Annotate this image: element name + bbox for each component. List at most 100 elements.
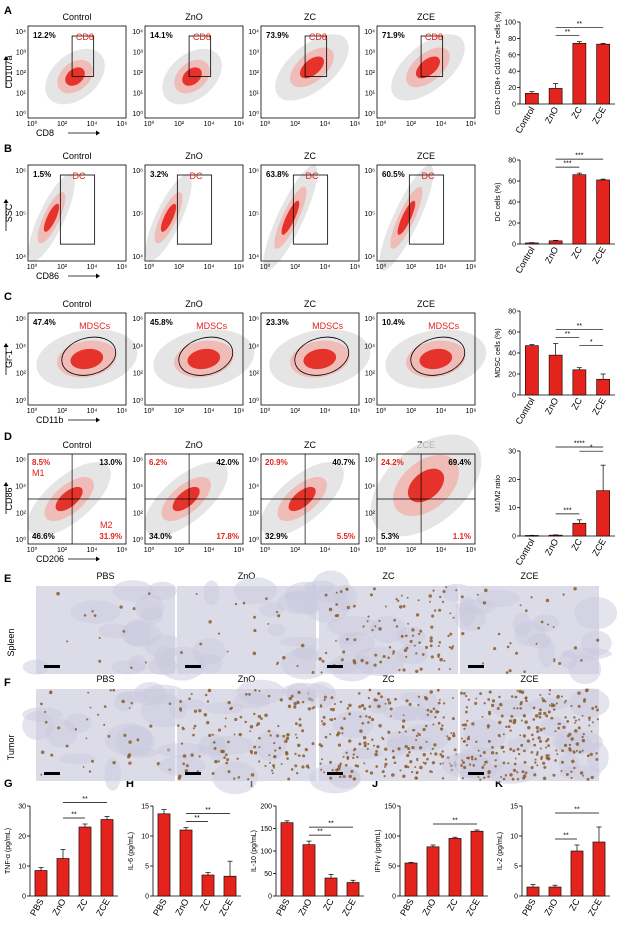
stain-dot	[483, 702, 486, 705]
x-tick-label: 10²	[174, 547, 185, 554]
stain-dot	[554, 730, 557, 733]
y-tick-label: 10⁴	[248, 484, 259, 491]
stain-dot	[180, 651, 183, 654]
stain-dot	[479, 778, 482, 781]
stain-dot	[523, 760, 527, 764]
stain-dot	[354, 764, 358, 767]
stain-dot	[250, 773, 255, 777]
flow-x-axis-label: CD11b	[36, 415, 63, 425]
stain-dot	[516, 778, 520, 781]
stain-dot	[391, 773, 395, 777]
y-tick-label: 0	[22, 894, 26, 901]
stain-dot	[224, 725, 227, 728]
stain-dot	[425, 740, 428, 743]
stain-dot	[336, 733, 340, 737]
stain-dot	[474, 701, 478, 705]
x-tick-label: Control	[513, 245, 536, 275]
stain-dot	[365, 715, 368, 718]
panel-letter-f: F	[4, 677, 11, 689]
stain-dot	[435, 710, 439, 714]
cloud-core	[299, 56, 324, 79]
stain-dot	[190, 753, 194, 757]
stain-dot	[85, 737, 88, 740]
tissue-texture	[70, 600, 121, 624]
flow-y-axis-label: CD86	[4, 487, 14, 510]
stain-dot	[350, 769, 354, 774]
bar	[56, 858, 70, 897]
stain-dot	[276, 734, 280, 738]
stain-dot	[476, 593, 479, 596]
y-tick-label: 10¹	[249, 91, 260, 98]
x-tick-label: 10²	[174, 121, 185, 128]
x-tick-label: 10⁰	[27, 407, 38, 415]
x-tick-label: 10⁴	[87, 408, 98, 415]
bar	[526, 886, 540, 897]
stain-dot	[575, 742, 580, 746]
bar	[201, 874, 215, 897]
gate-label: CD8	[193, 32, 211, 42]
stain-dot	[239, 715, 243, 719]
x-tick-label: ZC	[567, 897, 582, 913]
quadrant-top-right: 13.0%	[99, 458, 122, 467]
y-tick-label: 20	[508, 477, 516, 484]
y-axis-arrowhead	[3, 199, 9, 203]
stain-dot	[329, 776, 333, 780]
y-tick-label: 10⁰	[364, 536, 375, 544]
bar	[596, 43, 610, 105]
stain-dot	[488, 710, 492, 714]
stain-dot	[91, 610, 94, 613]
stain-dot	[368, 715, 372, 719]
x-tick-label: 10⁶	[234, 408, 245, 415]
x-tick-label: 10⁴	[87, 547, 98, 554]
stain-dot	[203, 712, 208, 717]
stain-dot	[514, 695, 518, 699]
stain-dot	[184, 769, 188, 773]
stain-dot	[358, 742, 362, 746]
stain-dot	[86, 718, 89, 721]
stain-dot	[562, 593, 565, 596]
stain-dot	[546, 738, 550, 741]
ihc-image: ZnO	[157, 674, 331, 795]
stain-dot	[516, 771, 519, 774]
tissue-texture	[157, 743, 209, 758]
stain-dot	[323, 771, 326, 774]
bar	[596, 378, 610, 396]
stain-dot	[121, 699, 125, 704]
stain-dot	[438, 698, 441, 701]
y-tick-label: 10⁴	[15, 343, 26, 350]
stain-dot	[345, 587, 349, 591]
stain-dot	[330, 696, 334, 700]
y-tick-label: 10³	[133, 50, 144, 57]
stain-dot	[383, 774, 386, 778]
stain-dot	[449, 668, 451, 671]
y-tick-label: 30	[18, 804, 26, 811]
stain-dot	[573, 587, 577, 591]
stain-dot	[247, 778, 250, 781]
cloud-core	[70, 348, 104, 370]
stain-dot	[557, 726, 561, 730]
stain-dot	[371, 628, 374, 632]
stain-dot	[198, 755, 201, 758]
x-tick-label: 10⁴	[436, 121, 447, 128]
quadrant-top-left: 6.2%	[149, 458, 167, 467]
stain-dot	[509, 729, 512, 732]
gate-label: CD8	[309, 32, 327, 42]
x-axis-arrowhead	[96, 130, 100, 136]
stain-dot	[352, 604, 356, 608]
ihc-image: ZCE	[441, 674, 610, 784]
y-tick-label: 10¹	[365, 91, 376, 98]
stain-dot	[109, 689, 112, 692]
stain-dot	[149, 724, 153, 728]
stain-dot	[282, 656, 286, 660]
y-axis-label: DC cells (%)	[495, 183, 502, 222]
y-tick-label: 10⁴	[15, 484, 26, 491]
stain-dot	[461, 723, 465, 727]
tissue-texture	[22, 659, 50, 675]
plot-frame	[376, 25, 476, 119]
significance-label: **	[194, 815, 200, 822]
x-tick-label: 10⁰	[260, 120, 271, 128]
stain-dot	[294, 764, 298, 768]
y-tick-label: 60	[508, 179, 516, 186]
y-axis-label: M1/M2 ratio	[495, 475, 502, 512]
tissue-texture	[22, 707, 63, 722]
